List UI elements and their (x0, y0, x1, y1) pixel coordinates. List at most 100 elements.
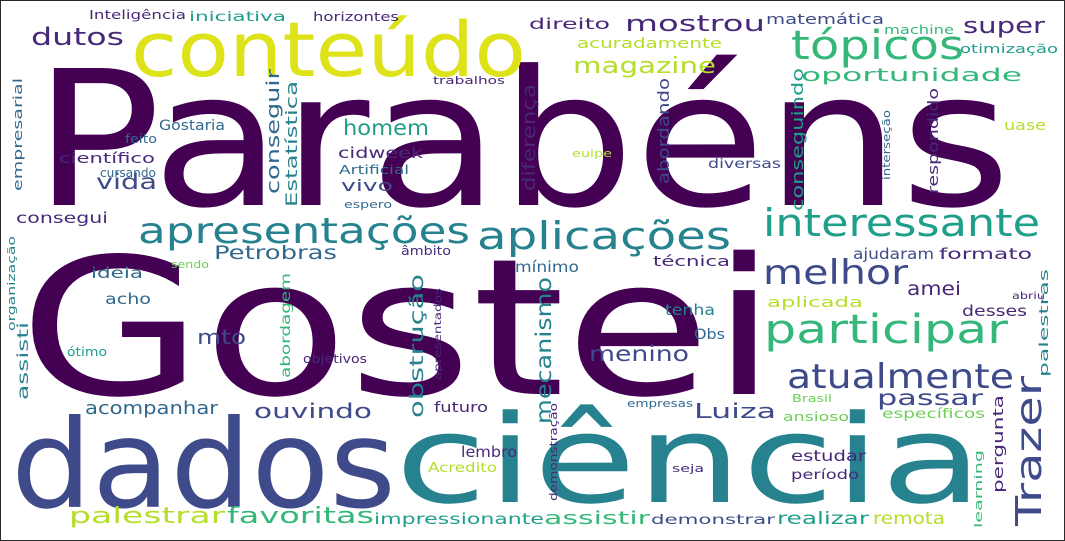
word-vida: vida (96, 170, 157, 194)
word-demonstrar: demonstrar (651, 513, 776, 528)
word-abordagem: abordagem (279, 273, 294, 378)
word-homem: homem (343, 116, 429, 140)
word-organizacao: organização (5, 236, 18, 331)
word-artificial: Artificial (339, 163, 409, 177)
word-estatistica: Estatística (282, 81, 301, 207)
word-atualmente: atualmente (787, 357, 1014, 397)
word-magazine: magazine (573, 54, 716, 79)
word-feito: feito (125, 132, 157, 146)
word-objetivos: objetivos (303, 352, 367, 366)
word-conseguir: conseguir (263, 68, 284, 194)
word-cursando: cursando (100, 166, 156, 180)
word-oportunidade: oportunidade (801, 65, 1022, 86)
word-remota: remota (873, 509, 945, 529)
word-apresentados: apresentados (433, 288, 444, 380)
word-ideia: ideia (91, 264, 143, 282)
word-gostaria: Gostaria (159, 118, 225, 134)
word-palestrar: palestrar (69, 504, 226, 529)
word-ajudaram: ajudaram (853, 245, 934, 263)
word-favoritas: favoritas (227, 504, 374, 529)
word-gostei: Gostei (19, 218, 777, 439)
word-ambito: âmbito (401, 244, 451, 258)
word-horizontes: horizontes (313, 10, 399, 24)
word-assisti: assisti (14, 322, 32, 400)
word-direito: direito (529, 15, 610, 33)
word-espero: espero (344, 198, 392, 211)
word-conseguindo: conseguindo (788, 68, 807, 211)
word-interessante: interessante (763, 201, 1040, 245)
word-participar: participar (764, 307, 1009, 353)
word-aplicacoes: aplicações (477, 214, 731, 258)
word-formato: formato (939, 245, 1032, 263)
word-assistir: assistir (544, 508, 651, 529)
word-learning: learning (972, 450, 985, 528)
word-mto: mto (197, 325, 246, 349)
word-luiza: Luiza (694, 399, 776, 423)
word-ciencia: ciência (395, 389, 983, 531)
word-otimo: ótimo (67, 345, 107, 359)
word-impressionante: impressionante (374, 510, 544, 528)
word-acredito: Acredito (428, 461, 497, 476)
word-periodo: período (791, 468, 859, 483)
word-desses: desses (962, 302, 1027, 320)
word-acompanhar: acompanhar (85, 398, 219, 419)
word-trazer: Trazer (1009, 376, 1050, 528)
word-inteligencia: Inteligência (89, 8, 186, 22)
word-diversas: diversas (708, 157, 781, 172)
word-parabens: Parabéns (33, 31, 1011, 250)
word-dutos: dutos (31, 23, 124, 51)
word-conteudo: conteúdo (131, 5, 526, 94)
word-cientifico: científico (59, 151, 155, 167)
word-pergunta: pergunta (991, 395, 1007, 493)
word-sendo: sendo (171, 258, 209, 271)
word-acuradamente: acuradamente (577, 36, 722, 52)
word-realizar: realizar (777, 509, 869, 529)
word-futuro: futuro (434, 400, 488, 416)
word-mostrou: mostrou (625, 12, 765, 37)
word-interseccao: interseção (880, 110, 893, 180)
word-trabalhos: trabalhos (433, 74, 505, 87)
word-iniciativa: iniciativa (189, 10, 286, 25)
word-especificos: específicos (882, 407, 985, 422)
word-mecanismo: mecanismo (532, 277, 556, 424)
word-empresarial: empresarial (11, 78, 25, 191)
word-euipe: euipe (572, 147, 612, 160)
word-vivo: vivo (341, 176, 393, 195)
word-lembro: lembro (461, 443, 517, 461)
word-aplicada: aplicada (767, 295, 863, 311)
word-apresentacoes: apresentações (138, 211, 470, 252)
word-abordando: abordando (654, 78, 673, 184)
word-ouvindo: ouvindo (254, 399, 372, 423)
word-consegui: consegui (16, 209, 108, 227)
word-dados: dados (11, 394, 396, 536)
word-cidweek: cidweek (338, 144, 423, 162)
word-topicos: tópicos (791, 23, 964, 69)
word-empresas: empresas (627, 397, 693, 410)
word-tecnica: técnica (653, 254, 730, 270)
word-palestras: palestras (1037, 269, 1051, 377)
word-otimizacao: otimização (960, 42, 1058, 56)
word-super: super (963, 14, 1046, 39)
word-matematica: matemática (766, 12, 884, 28)
word-seja: seja (672, 462, 704, 475)
word-menino: menino (589, 342, 689, 366)
word-abriu: abriu (1012, 291, 1045, 302)
word-acho: acho (105, 290, 151, 308)
word-melhor: melhor (763, 253, 908, 293)
word-amei: amei (907, 278, 961, 300)
word-demonstracao: demonstração (547, 403, 560, 501)
word-brasil: Brasil (792, 392, 832, 405)
word-uase: uase (1004, 118, 1046, 134)
word-respondido: respondido (926, 88, 942, 194)
word-obs: Obs (694, 327, 725, 343)
word-tenha: tenha (665, 301, 715, 319)
word-petrobras: Petrobras (214, 242, 337, 264)
word-ansioso: ansioso (783, 410, 849, 424)
word-diferenca: diferença (519, 84, 540, 191)
word-estudar: estudar (791, 447, 867, 465)
word-passar: passar (877, 386, 984, 410)
word-obstrucao: obstrução (406, 274, 428, 418)
word-minimo: mínimo (515, 258, 579, 276)
